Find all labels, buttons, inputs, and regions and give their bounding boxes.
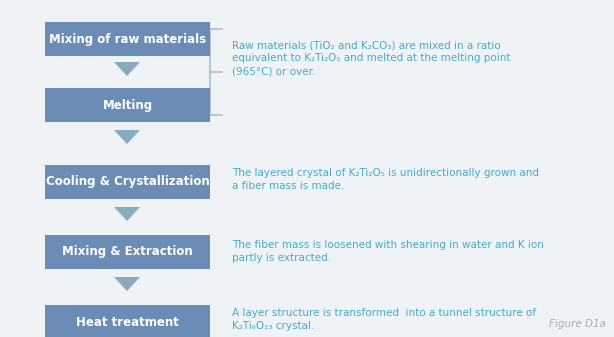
Text: The fiber mass is loosened with shearing in water and K ion: The fiber mass is loosened with shearing… (232, 240, 544, 250)
FancyBboxPatch shape (45, 235, 210, 269)
Polygon shape (114, 130, 140, 144)
Text: Raw materials (TiO₂ and K₂CO₃) are mixed in a ratio: Raw materials (TiO₂ and K₂CO₃) are mixed… (232, 40, 501, 50)
FancyBboxPatch shape (45, 88, 210, 122)
Text: A layer structure is transformed  into a tunnel structure of: A layer structure is transformed into a … (232, 308, 536, 318)
Polygon shape (114, 62, 140, 76)
Text: Mixing & Extraction: Mixing & Extraction (62, 245, 193, 258)
Polygon shape (114, 277, 140, 291)
Text: Figure D1a: Figure D1a (549, 319, 606, 329)
Text: Melting: Melting (103, 98, 152, 112)
FancyBboxPatch shape (45, 305, 210, 337)
Text: Mixing of raw materials: Mixing of raw materials (49, 32, 206, 45)
FancyBboxPatch shape (45, 22, 210, 56)
Text: partly is extracted.: partly is extracted. (232, 253, 331, 263)
Text: K₂Ti₆O₁₃ crystal.: K₂Ti₆O₁₃ crystal. (232, 321, 314, 331)
Text: equivalent to K₂Ti₂O₅ and melted at the melting point: equivalent to K₂Ti₂O₅ and melted at the … (232, 53, 510, 63)
Text: Cooling & Crystallization: Cooling & Crystallization (45, 176, 209, 188)
Text: (965°C) or over.: (965°C) or over. (232, 66, 316, 76)
Text: The layered crystal of K₂Ti₂O₅ is unidirectionally grown and: The layered crystal of K₂Ti₂O₅ is unidir… (232, 168, 539, 178)
Text: Heat treatment: Heat treatment (76, 315, 179, 329)
Text: a fiber mass is made.: a fiber mass is made. (232, 181, 344, 191)
Polygon shape (114, 207, 140, 221)
FancyBboxPatch shape (45, 165, 210, 199)
